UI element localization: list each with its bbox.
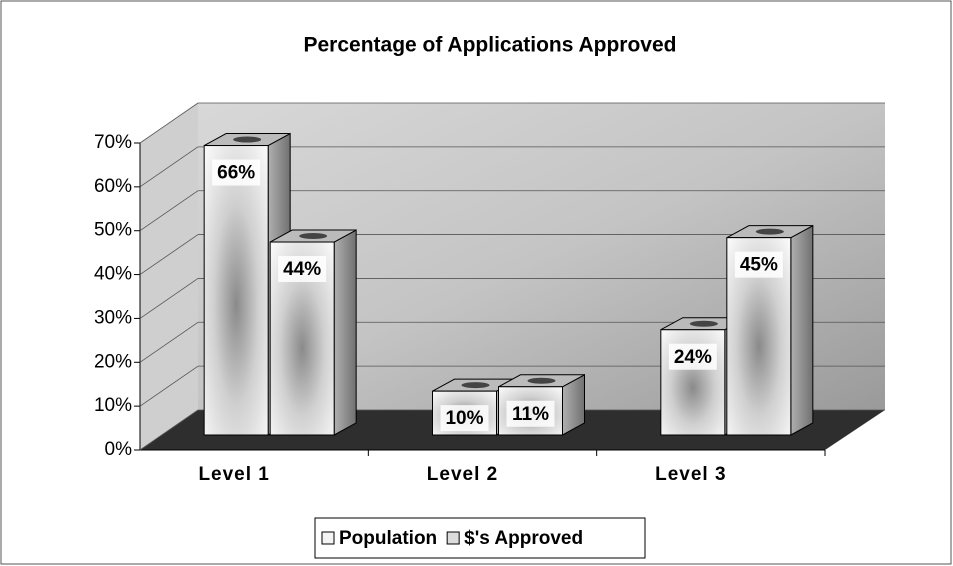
bar-top-shade <box>689 320 718 327</box>
bar-top-shade <box>755 228 784 235</box>
grid-line <box>139 278 199 319</box>
value-label: 10% <box>445 408 483 429</box>
y-tick-label: 20% <box>94 351 132 372</box>
y-tick-label: 70% <box>94 132 132 153</box>
x-tick-label: Level 3 <box>655 464 726 485</box>
y-tick-label: 50% <box>94 220 132 241</box>
grid-line <box>139 190 199 232</box>
value-label-bg <box>506 400 555 427</box>
x-tick-label: Level 2 <box>427 464 498 485</box>
chart-title: Percentage of Applications Approved <box>303 34 676 57</box>
grid-line <box>139 409 199 451</box>
plot: 66% 44% 10% 11% 24% 45% <box>139 102 885 451</box>
bar-top-shade <box>233 136 262 143</box>
value-label-bg <box>278 256 327 283</box>
grid-line <box>139 365 199 407</box>
bar-side <box>333 229 357 436</box>
value-label: 24% <box>674 347 712 368</box>
value-label: 11% <box>512 404 549 425</box>
side-wall <box>140 103 198 450</box>
legend-swatch <box>321 531 335 545</box>
y-tick-label: 30% <box>94 307 132 328</box>
bar-top-shade <box>527 377 556 384</box>
bar-side <box>790 224 814 436</box>
bar-top-shade <box>461 382 490 389</box>
legend-label: $'s Approved <box>464 528 583 549</box>
y-tick-label: 40% <box>94 264 132 285</box>
grid-line <box>139 321 199 363</box>
grid-line <box>139 234 199 275</box>
x-tick-label: Level 1 <box>198 464 269 485</box>
y-tick-label: 60% <box>94 176 132 197</box>
grid-line <box>139 102 199 144</box>
y-tick-label: 10% <box>94 395 132 416</box>
grid-line <box>139 146 199 188</box>
value-label: 44% <box>283 259 321 280</box>
legend <box>314 517 646 559</box>
value-label: 45% <box>740 255 778 276</box>
legend-label: Population <box>339 528 437 549</box>
bar-top-shade <box>299 233 328 240</box>
bar <box>203 145 269 436</box>
value-label-bg <box>668 343 717 370</box>
value-label-bg <box>212 159 261 186</box>
value-label-bg <box>734 251 783 278</box>
legend-swatch <box>446 531 460 545</box>
value-label: 66% <box>217 163 255 184</box>
value-label-bg <box>440 405 489 432</box>
y-tick-label: 0% <box>105 439 133 460</box>
